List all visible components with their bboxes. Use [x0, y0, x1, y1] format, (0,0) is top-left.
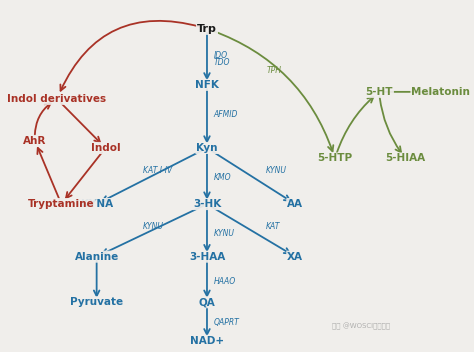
- Text: KAT: KAT: [266, 222, 280, 231]
- Text: 5-HIAA: 5-HIAA: [385, 153, 426, 163]
- Text: IDO: IDO: [214, 51, 228, 59]
- Text: HAAO: HAAO: [214, 277, 236, 287]
- Text: KAT I-IV: KAT I-IV: [143, 166, 172, 175]
- Text: Alanine: Alanine: [74, 252, 119, 262]
- Text: TPH: TPH: [266, 66, 282, 75]
- Text: KMO: KMO: [214, 173, 231, 182]
- Text: 3-HK: 3-HK: [193, 199, 221, 209]
- Text: QA: QA: [199, 297, 215, 307]
- Text: Pyruvate: Pyruvate: [70, 297, 123, 307]
- Text: Indol derivatives: Indol derivatives: [8, 94, 107, 104]
- Text: Trp: Trp: [197, 24, 217, 34]
- Text: NAD+: NAD+: [190, 336, 224, 346]
- Text: QAPRT: QAPRT: [214, 318, 239, 327]
- Text: Melatonin: Melatonin: [411, 87, 470, 97]
- Text: Indol: Indol: [91, 143, 120, 153]
- Text: Tryptamine: Tryptamine: [28, 199, 95, 209]
- Text: 5-HTP: 5-HTP: [318, 153, 353, 163]
- Text: XA: XA: [287, 252, 303, 262]
- Text: AhR: AhR: [23, 136, 46, 146]
- Text: 5-HT: 5-HT: [365, 87, 393, 97]
- Text: TDO: TDO: [214, 57, 230, 67]
- Text: KYNU: KYNU: [143, 222, 164, 231]
- Text: AA: AA: [287, 199, 303, 209]
- Text: 3-HAA: 3-HAA: [189, 252, 225, 262]
- Text: 知乎 @WOSCI沃斯编辑: 知乎 @WOSCI沃斯编辑: [332, 323, 391, 331]
- Text: NFK: NFK: [195, 80, 219, 90]
- Text: AFMID: AFMID: [214, 110, 238, 119]
- Text: KYNU: KYNU: [214, 229, 235, 238]
- Text: KYNU: KYNU: [266, 166, 287, 175]
- Text: Kyn: Kyn: [196, 143, 218, 153]
- Text: KYNA: KYNA: [81, 199, 113, 209]
